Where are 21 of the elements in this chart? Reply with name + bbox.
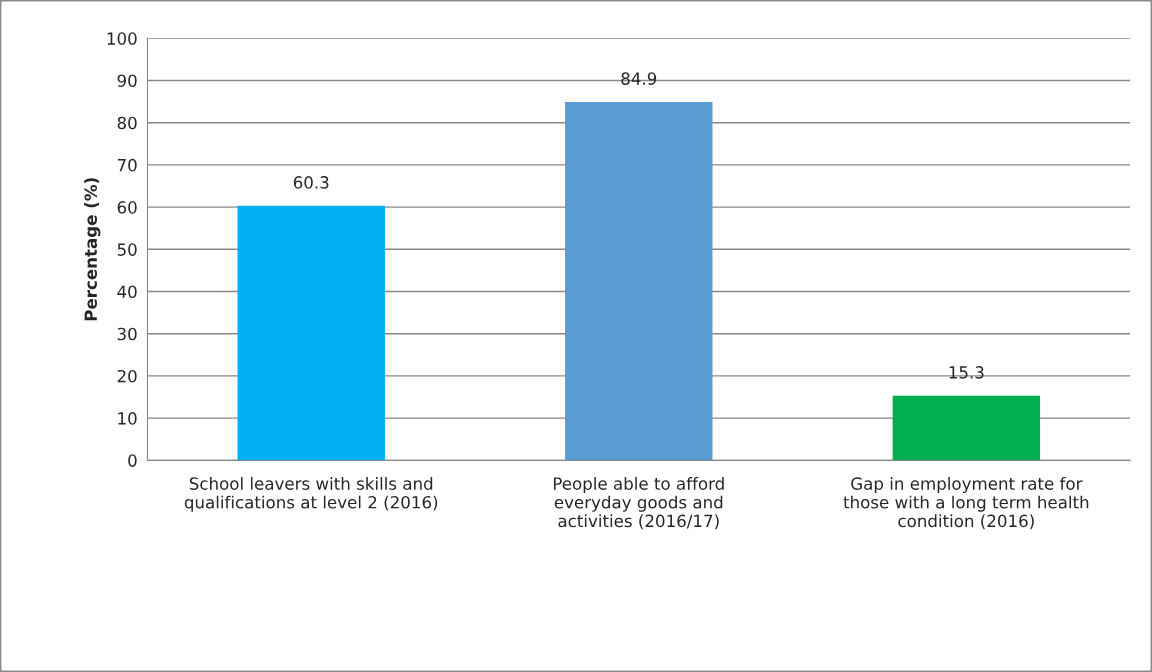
- y-tick-label: 0: [128, 454, 137, 467]
- bar: [237, 205, 385, 461]
- data-label: 15.3: [949, 366, 984, 379]
- y-tick-label: 20: [117, 369, 137, 383]
- bar: [892, 395, 1041, 461]
- bar: [565, 102, 713, 461]
- x-tick-label: Gap in employment rate for those with a long term health condition (2016): [843, 476, 1089, 530]
- y-axis-title: Percentage (%): [84, 178, 101, 321]
- y-tick-label: 50: [117, 243, 137, 256]
- y-tick-label: 90: [117, 74, 137, 88]
- y-tick-label: 70: [117, 158, 137, 172]
- y-tick-label: 30: [117, 327, 137, 341]
- y-tick-label: 80: [117, 116, 137, 130]
- y-tick-label: 60: [117, 201, 137, 214]
- x-tick-label: School leavers with skills and qualifications at level 2 (2016): [184, 476, 438, 512]
- x-tick-label: People able to afford everyday goods and activities (2016/17): [553, 476, 724, 530]
- y-tick-label: 10: [118, 412, 137, 425]
- y-tick-label: 40: [117, 285, 137, 299]
- y-tick-label: 100: [107, 32, 137, 45]
- data-label: 60.3: [293, 176, 329, 189]
- data-label: 84.9: [621, 72, 657, 85]
